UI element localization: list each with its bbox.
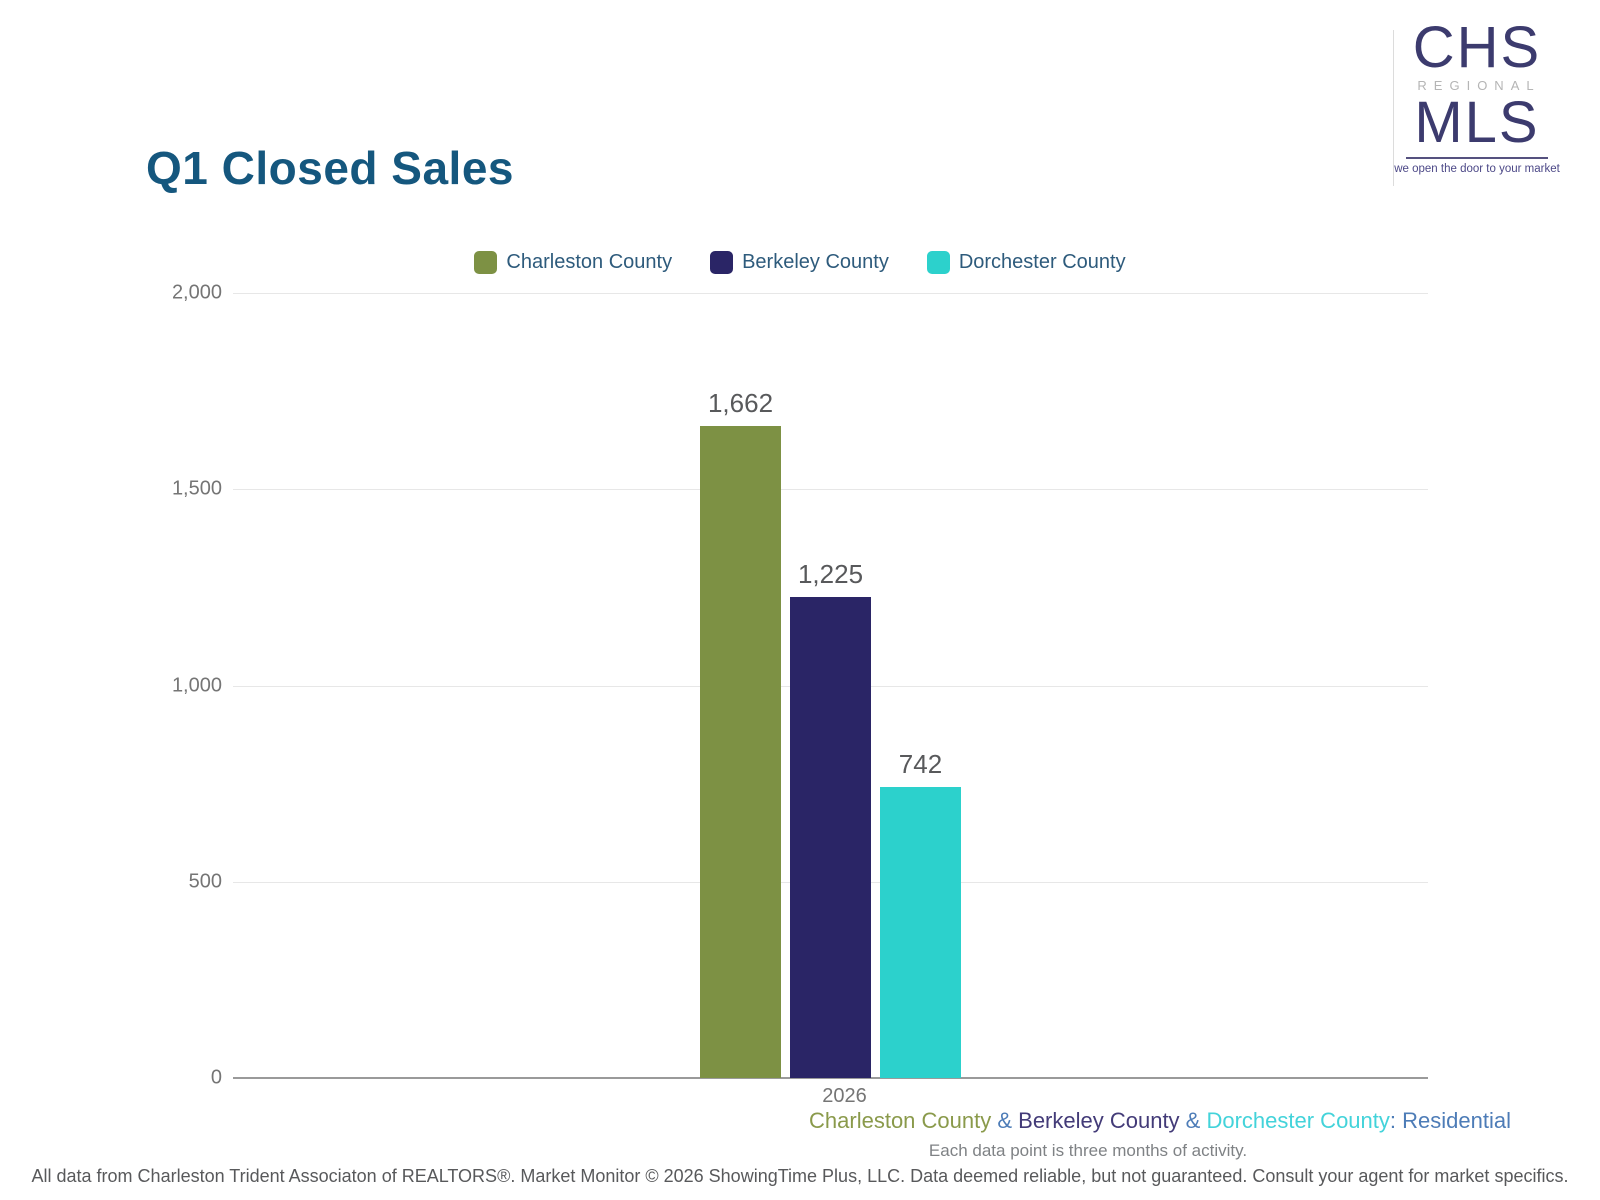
bar-dorchester-county (880, 786, 961, 1078)
x-axis-line (233, 1077, 1428, 1079)
logo-tagline: we open the door to your market (1394, 163, 1560, 176)
y-axis-tick-label: 1,000 (171, 674, 222, 696)
chart-legend: Charleston County Berkeley County Dorchest… (0, 251, 1600, 274)
bar-chart-plot-area: 2026 0 500 1,000 1,500 2,000 1,662 1,225 742 (172, 282, 1428, 1107)
bar-value-label: 742 (898, 748, 943, 779)
legend-label: Berkeley County (742, 251, 889, 273)
bar-berkeley-county (790, 597, 871, 1078)
gridline-2000 (233, 293, 1428, 294)
legend-item-dorchester-county: Dorchester County (926, 251, 1126, 274)
legend-item-charleston-county: Charleston County (474, 251, 672, 274)
subtitle-segment: Dorchester County (1206, 1108, 1390, 1133)
legend-swatch-icon (926, 251, 950, 274)
disclaimer-footer: All data from Charleston Trident Associa… (31, 1166, 1569, 1186)
chart-note: Each data point is three months of activ… (928, 1141, 1248, 1160)
chs-regional-mls-logo: CHS REGIONAL MLS we open the door to you… (1394, 15, 1560, 175)
y-axis-tick-label: 2,000 (171, 281, 222, 304)
page-title: Q1 Closed Sales (146, 142, 514, 194)
legend-label: Charleston County (506, 251, 673, 273)
legend-swatch-icon (710, 251, 734, 274)
logo-text-regional: REGIONAL (1417, 78, 1541, 94)
y-axis-tick-label: 1,500 (171, 477, 222, 500)
logo-rule (1406, 157, 1548, 160)
y-axis-tick-label: 0 (210, 1066, 222, 1089)
bar-value-label: 1,662 (707, 387, 774, 418)
logo-text-mls: MLS (1414, 90, 1540, 156)
legend-swatch-icon (474, 251, 498, 274)
legend-item-berkeley-county: Berkeley County (710, 251, 889, 274)
subtitle-segment: : Residential (1389, 1108, 1511, 1133)
chart-subtitle: Charleston County & Berkeley County & Do… (809, 1108, 1511, 1134)
x-axis-tick-label: 2026 (822, 1085, 867, 1107)
subtitle-segment: Berkeley County (1018, 1108, 1180, 1133)
bar-charleston-county (700, 425, 781, 1078)
subtitle-segment: & (991, 1108, 1019, 1133)
bar-value-label: 1,225 (797, 559, 864, 590)
logo-text-chs: CHS (1412, 15, 1542, 80)
legend-label: Dorchester County (958, 251, 1126, 273)
subtitle-segment: Charleston County (809, 1108, 992, 1133)
y-axis-tick-label: 500 (188, 870, 222, 893)
gridline-1500 (233, 489, 1428, 491)
subtitle-segment: & (1179, 1108, 1207, 1133)
logo-divider (1393, 30, 1394, 186)
